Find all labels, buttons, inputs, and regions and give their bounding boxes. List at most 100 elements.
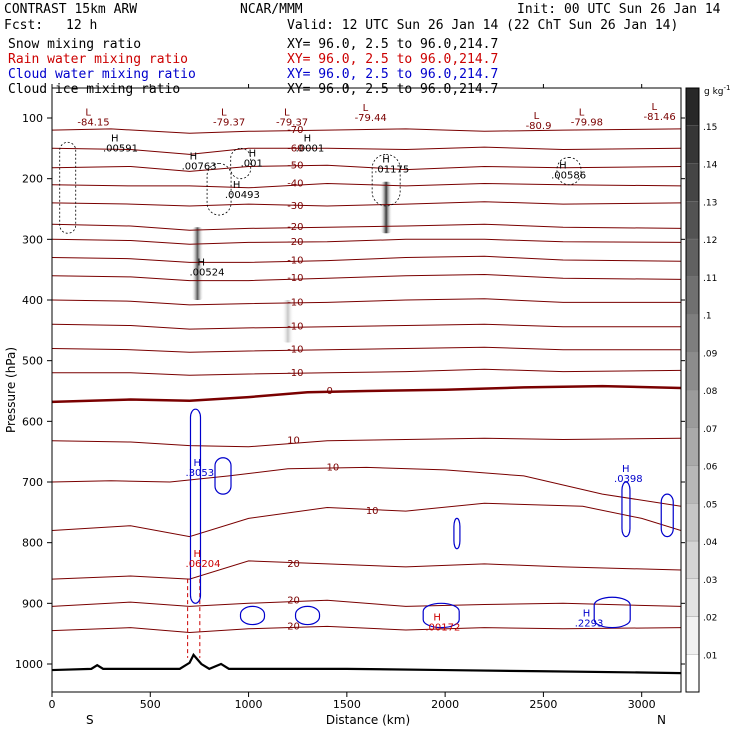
colorbar-swatch — [685, 238, 700, 277]
extremum-type-label: H — [304, 133, 312, 144]
temperature-contour — [52, 298, 681, 306]
y-tick-label: 1000 — [15, 658, 43, 671]
temperature-contour-label: -40 — [287, 179, 303, 190]
extremum-value-label: -79.37 — [213, 117, 245, 128]
extremum-value-label: .2293 — [575, 618, 604, 629]
x-end-right: N — [657, 713, 666, 727]
header-fcst-value: 12 h — [66, 18, 97, 33]
colorbar-swatch — [685, 276, 700, 315]
temperature-contour — [52, 273, 681, 282]
temperature-contour — [52, 238, 681, 245]
temperature-contour-label: 20 — [287, 621, 300, 632]
cloud-water-contour — [453, 517, 461, 550]
temperature-contour — [52, 223, 681, 231]
temperature-contour — [52, 466, 681, 507]
temperature-contour-label: -60 — [287, 143, 303, 154]
extremum-value-label: -84.15 — [77, 117, 109, 128]
temperature-contour — [52, 599, 681, 607]
colorbar-swatch — [685, 616, 700, 655]
temperature-contour — [52, 255, 681, 263]
colorbar-swatch — [685, 389, 700, 428]
extremum-value-label: .0001 — [296, 143, 325, 154]
x-tick-label: 500 — [140, 698, 161, 711]
extremum-type-label: L — [284, 107, 290, 118]
temperature-contour — [52, 384, 681, 404]
header-init: Init: 00 UTC Sun 26 Jan 14 — [517, 2, 721, 17]
extremum-value-label: .00172 — [425, 623, 460, 634]
extremum-value-label: -79.98 — [571, 117, 603, 128]
y-tick-label: 600 — [22, 415, 43, 428]
temperature-contour — [52, 625, 681, 634]
extremum-value-label: -80.9 — [526, 121, 552, 132]
extremum-value-label: .01175 — [374, 165, 409, 176]
header-fcst-label: Fcst: — [4, 18, 43, 33]
y-tick-label: 500 — [22, 355, 43, 368]
cloud-water-contour — [294, 605, 321, 626]
temperature-contour-label: -10 — [287, 256, 303, 267]
extremum-type-label: H — [197, 258, 205, 269]
temperature-contour-label: -10 — [287, 345, 303, 356]
extremum-type-label: L — [652, 102, 658, 113]
colorbar-swatch — [685, 352, 700, 391]
temperature-contour — [52, 182, 681, 189]
extremum-value-label: .00586 — [551, 171, 586, 182]
colorbar-swatch — [685, 314, 700, 353]
colorbar-tick-label: .01 — [703, 651, 717, 661]
temperature-contour-label: -10 — [287, 368, 303, 379]
temperature-contour — [52, 437, 681, 448]
extremum-value-label: -79.37 — [276, 117, 308, 128]
x-end-left: S — [86, 713, 94, 727]
colorbar-swatch — [685, 503, 700, 542]
extremum-value-label: .0398 — [614, 474, 643, 485]
extremum-value-label: .00524 — [189, 268, 224, 279]
temperature-contour-label: 20 — [287, 595, 300, 606]
colorbar-swatch — [685, 125, 700, 164]
cloud-water-contour — [189, 408, 202, 604]
colorbar-tick-label: .02 — [703, 614, 717, 624]
extremum-type-label: L — [85, 107, 91, 118]
x-tick-label: 2500 — [529, 698, 557, 711]
colorbar-tick-label: .11 — [703, 274, 717, 284]
x-tick-label: 3000 — [628, 698, 656, 711]
temperature-contour-label: -70 — [287, 125, 303, 136]
colorbar-swatch — [685, 87, 700, 126]
y-tick-label: 800 — [22, 537, 43, 550]
extremum-type-label: H — [559, 161, 567, 172]
temperature-contour — [52, 128, 681, 134]
colorbar-swatch — [685, 427, 700, 466]
header-source: NCAR/MMM — [240, 2, 303, 17]
extremum-type-label: H — [194, 549, 202, 560]
cloud-ice-contour — [230, 147, 252, 180]
temperature-contour — [52, 164, 681, 172]
legend-label-snow: Snow mixing ratio — [8, 37, 141, 52]
cloud-ice-contour — [556, 157, 582, 186]
colorbar-swatch — [685, 654, 700, 693]
extremum-value-label: .001 — [241, 159, 263, 170]
x-axis-title: Distance (km) — [326, 713, 410, 727]
legend-label-cloud-ice: Cloud ice mixing ratio — [8, 82, 180, 97]
extremum-type-label: H — [382, 155, 390, 166]
y-tick-label: 200 — [22, 173, 43, 186]
cloud-water-contour — [660, 493, 674, 538]
colorbar-swatch — [685, 465, 700, 504]
colorbar-tick-label: .13 — [703, 198, 717, 208]
y-tick-label: 400 — [22, 294, 43, 307]
x-tick-label: 2000 — [431, 698, 459, 711]
temperature-contour-label: -30 — [287, 201, 303, 212]
colorbar-tick-label: .12 — [703, 236, 717, 246]
colorbar-tick-label: .14 — [703, 161, 718, 171]
temperature-contour-label: -20 — [287, 237, 303, 248]
colorbar-tick-label: .06 — [703, 463, 718, 473]
legend-label-rain: Rain water mixing ratio — [8, 52, 188, 67]
colorbar-swatch — [685, 163, 700, 202]
extremum-type-label: L — [221, 107, 227, 118]
colorbar-tick-label: .09 — [703, 349, 718, 359]
cloud-water-contour — [621, 481, 631, 538]
cloud-water-contour — [214, 457, 232, 495]
extremum-value-label: .00763 — [182, 162, 217, 173]
y-tick-label: 700 — [22, 476, 43, 489]
temperature-contour — [52, 201, 681, 207]
x-tick-label: 1000 — [235, 698, 263, 711]
extremum-type-label: H — [190, 152, 198, 163]
